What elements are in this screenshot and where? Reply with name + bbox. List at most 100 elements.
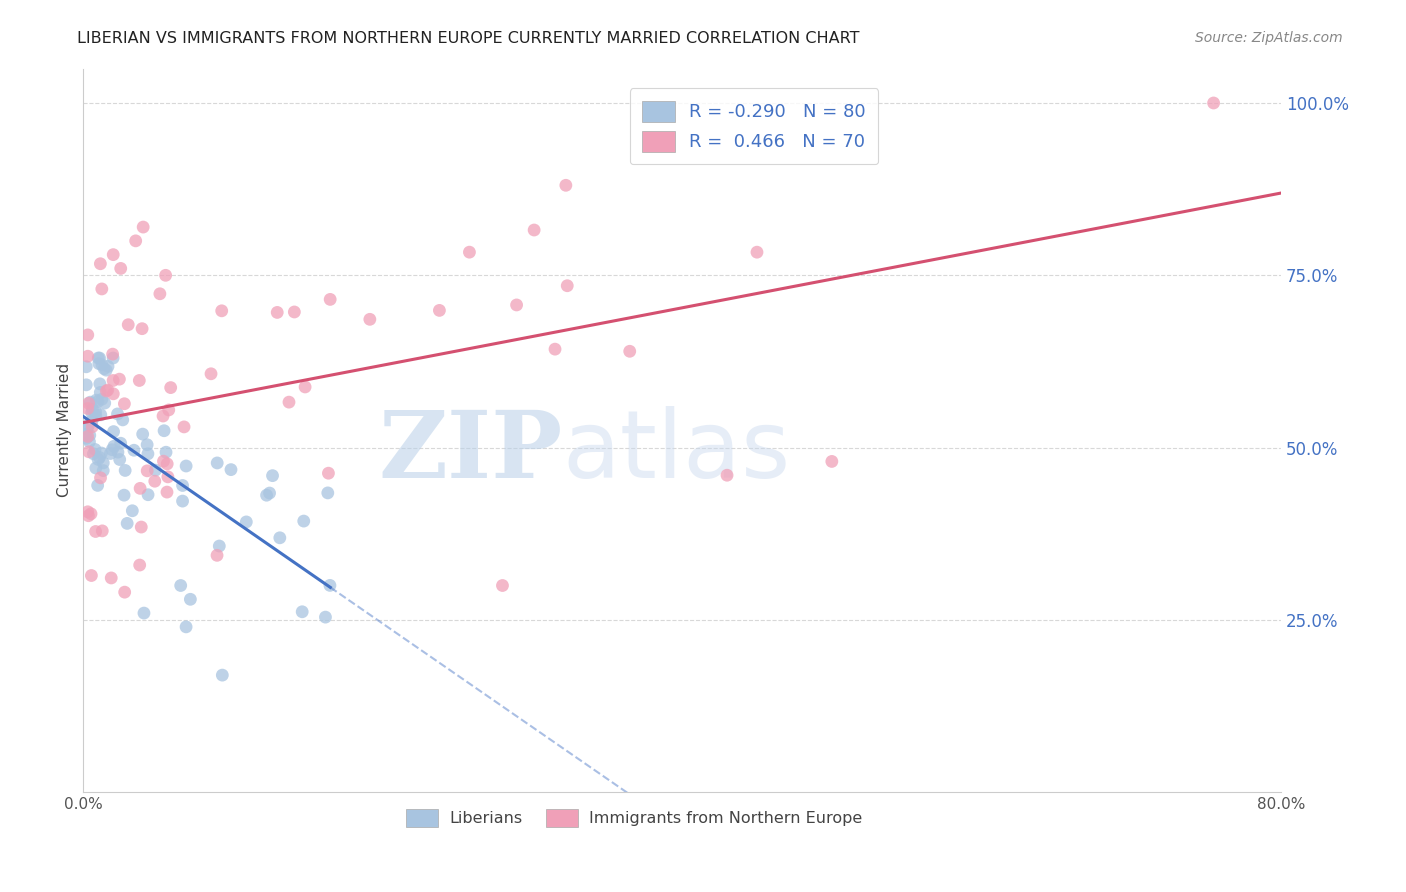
Point — [152, 454, 174, 468]
Point — [136, 488, 159, 502]
Point — [87, 357, 110, 371]
Point — [179, 592, 201, 607]
Point — [132, 220, 155, 235]
Point — [101, 347, 124, 361]
Point — [89, 351, 111, 365]
Point — [155, 445, 177, 459]
Point — [91, 358, 114, 372]
Point — [89, 257, 111, 271]
Point — [172, 478, 194, 492]
Point — [75, 377, 97, 392]
Point — [256, 488, 278, 502]
Point — [101, 374, 124, 388]
Point — [159, 381, 181, 395]
Y-axis label: Currently Married: Currently Married — [58, 363, 72, 498]
Point — [107, 407, 129, 421]
Point — [505, 298, 527, 312]
Point — [173, 420, 195, 434]
Point — [170, 578, 193, 592]
Point — [87, 351, 110, 365]
Point — [205, 549, 228, 563]
Point — [79, 434, 101, 449]
Point — [90, 408, 112, 422]
Text: ZIP: ZIP — [378, 407, 562, 497]
Point — [132, 606, 155, 620]
Point — [76, 327, 98, 342]
Point — [82, 402, 104, 417]
Point — [128, 558, 150, 572]
Point — [108, 372, 131, 386]
Point — [292, 514, 315, 528]
Text: atlas: atlas — [562, 406, 790, 498]
Legend: Liberians, Immigrants from Northern Europe: Liberians, Immigrants from Northern Euro… — [398, 800, 870, 835]
Point — [129, 481, 152, 495]
Point — [111, 413, 134, 427]
Point — [100, 446, 122, 460]
Point — [108, 452, 131, 467]
Point — [101, 442, 124, 457]
Point — [84, 404, 107, 418]
Point — [262, 468, 284, 483]
Point — [76, 401, 98, 416]
Point — [211, 668, 233, 682]
Point — [172, 494, 194, 508]
Point — [125, 234, 148, 248]
Point — [77, 444, 100, 458]
Point — [90, 446, 112, 460]
Point — [96, 363, 118, 377]
Point — [136, 438, 159, 452]
Point — [96, 384, 118, 398]
Point — [82, 419, 104, 434]
Point — [259, 486, 281, 500]
Point — [75, 427, 97, 442]
Point — [86, 478, 108, 492]
Point — [103, 386, 125, 401]
Point — [136, 464, 159, 478]
Point — [294, 380, 316, 394]
Point — [82, 447, 104, 461]
Point — [359, 312, 381, 326]
Point — [318, 466, 340, 480]
Point — [174, 458, 197, 473]
Point — [89, 376, 111, 391]
Point — [77, 508, 100, 523]
Point — [103, 439, 125, 453]
Point — [77, 396, 100, 410]
Point — [117, 318, 139, 332]
Point — [745, 245, 768, 260]
Point — [205, 456, 228, 470]
Point — [554, 178, 576, 193]
Point — [152, 409, 174, 423]
Text: LIBERIAN VS IMMIGRANTS FROM NORTHERN EUROPE CURRENTLY MARRIED CORRELATION CHART: LIBERIAN VS IMMIGRANTS FROM NORTHERN EUR… — [77, 31, 860, 46]
Point — [76, 349, 98, 363]
Point — [200, 367, 222, 381]
Point — [90, 471, 112, 485]
Point — [79, 428, 101, 442]
Point — [821, 454, 844, 468]
Point — [114, 463, 136, 477]
Point — [131, 427, 153, 442]
Text: Source: ZipAtlas.com: Source: ZipAtlas.com — [1195, 31, 1343, 45]
Point — [129, 520, 152, 534]
Point — [91, 456, 114, 470]
Point — [112, 488, 135, 502]
Point — [77, 417, 100, 432]
Point — [544, 342, 567, 356]
Point — [155, 268, 177, 283]
Point — [103, 425, 125, 439]
Point — [107, 445, 129, 459]
Point — [716, 468, 738, 483]
Point — [90, 282, 112, 296]
Point — [128, 374, 150, 388]
Point — [219, 462, 242, 476]
Point — [115, 516, 138, 531]
Point — [121, 504, 143, 518]
Point — [80, 507, 103, 521]
Point — [112, 397, 135, 411]
Point — [91, 392, 114, 407]
Point — [87, 452, 110, 467]
Point — [491, 578, 513, 592]
Point — [174, 620, 197, 634]
Point — [278, 395, 301, 409]
Point — [110, 436, 132, 450]
